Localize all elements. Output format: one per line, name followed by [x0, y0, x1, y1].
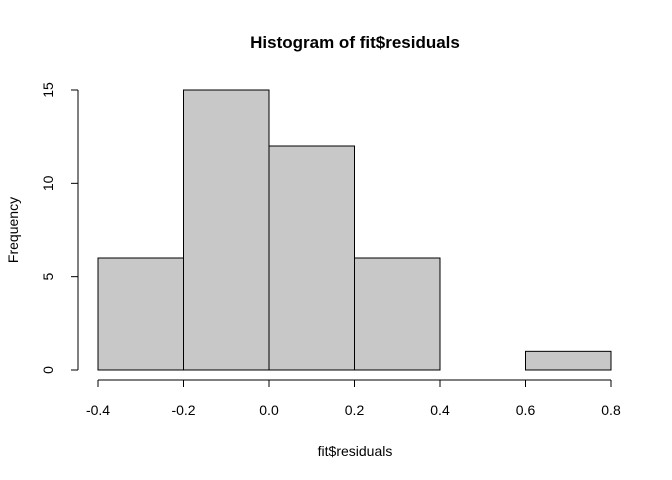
bars-group: [97, 89, 612, 371]
histogram-bar-1: [183, 89, 270, 371]
y-tick-label-3: 15: [40, 82, 56, 98]
x-tick-label-4: 0.4: [430, 402, 450, 418]
x-tick-label-5: 0.6: [516, 402, 536, 418]
y-tick-label-2: 10: [40, 175, 56, 191]
y-tick-label-1: 5: [40, 273, 56, 281]
x-tick-label-1: -0.2: [171, 402, 195, 418]
histogram-bar-3: [354, 257, 441, 371]
histogram-bar-2: [268, 145, 355, 371]
y-axis-label: Frequency: [5, 197, 21, 263]
histogram-bar-0: [97, 257, 184, 371]
x-axis-label: fit$residuals: [318, 443, 393, 459]
y-tick-label-0: 0: [40, 366, 56, 374]
x-tick-label-0: -0.4: [86, 402, 110, 418]
x-tick-label-3: 0.2: [345, 402, 365, 418]
chart-title: Histogram of fit$residuals: [250, 33, 460, 52]
x-tick-label-2: 0.0: [259, 402, 279, 418]
y-axis: 0 5 10 15: [40, 82, 79, 374]
x-tick-label-6: 0.8: [601, 402, 621, 418]
histogram-bar-5: [525, 350, 612, 371]
x-axis: -0.4 -0.2 0.0 0.2 0.4 0.6 0.8: [86, 379, 621, 418]
